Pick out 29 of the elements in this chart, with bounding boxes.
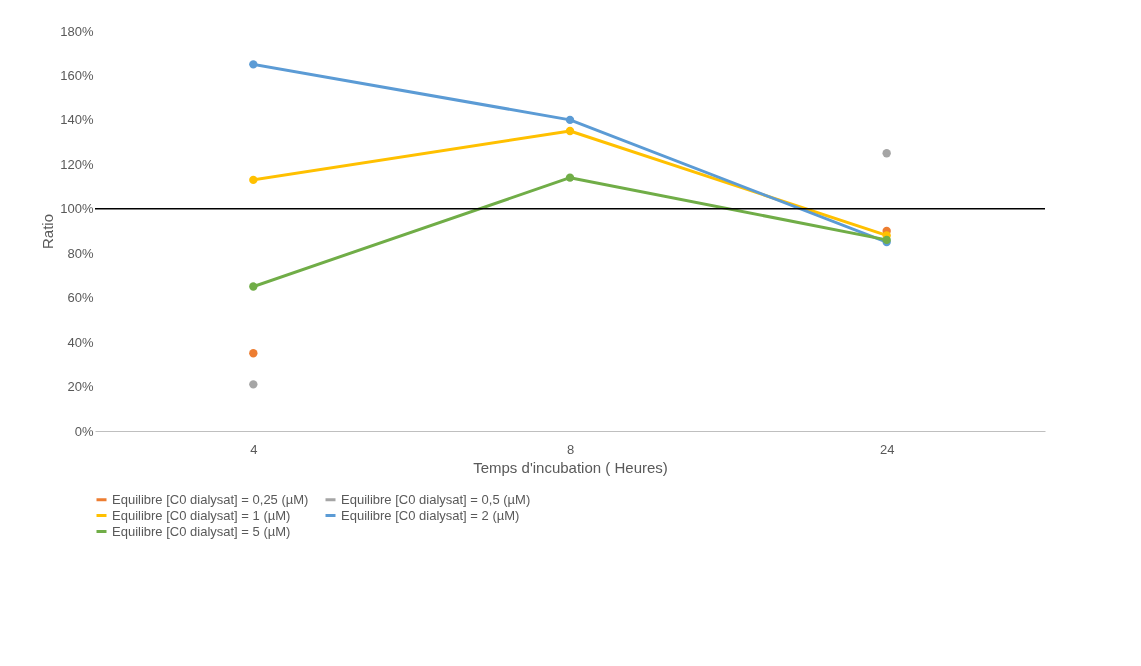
y-tick-label: 120% bbox=[60, 156, 94, 172]
x-axis-title: Temps d'incubation ( Heures) bbox=[473, 458, 668, 476]
point bbox=[249, 60, 258, 69]
x-tick-label: 4 bbox=[250, 441, 258, 457]
x-tick-label: 8 bbox=[566, 441, 575, 457]
y-tick-label: 140% bbox=[60, 112, 94, 128]
y-axis-title: Ratio bbox=[39, 213, 57, 250]
y-tick-label: 100% bbox=[60, 201, 94, 217]
legend-label: Equilibre [C0 dialysat] = 0,25 (µM) bbox=[112, 491, 309, 507]
legend-label: Equilibre [C0 dialysat] = 2 (µM) bbox=[341, 507, 520, 523]
point bbox=[249, 282, 258, 291]
legend-label: Equilibre [C0 dialysat] = 5 (µM) bbox=[112, 523, 291, 539]
point bbox=[249, 349, 258, 358]
point bbox=[249, 175, 258, 185]
point bbox=[249, 380, 258, 389]
y-tick-label: 0% bbox=[74, 423, 94, 439]
x-tick-label: 24 bbox=[879, 441, 895, 457]
legend-label: Equilibre [C0 dialysat] = 1 (µM) bbox=[112, 507, 291, 523]
point bbox=[565, 173, 575, 182]
y-tick-label: 60% bbox=[67, 290, 94, 306]
y-tick-label: 180% bbox=[60, 23, 94, 39]
point bbox=[565, 115, 575, 125]
y-tick-label: 40% bbox=[67, 334, 94, 350]
y-tick-label: 20% bbox=[67, 379, 94, 395]
point bbox=[565, 126, 575, 136]
y-tick-label: 160% bbox=[60, 67, 94, 83]
point bbox=[882, 149, 891, 158]
y-tick-label: 80% bbox=[67, 245, 94, 261]
legend-label: Equilibre [C0 dialysat] = 0,5 (µM) bbox=[341, 491, 531, 507]
